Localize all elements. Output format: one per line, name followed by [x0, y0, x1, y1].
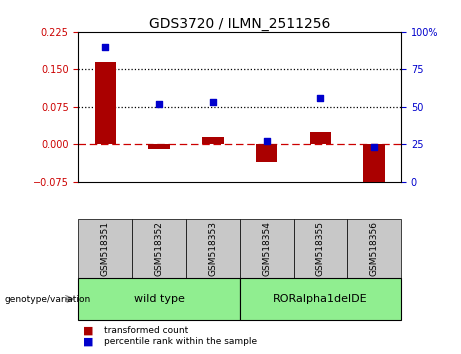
- Bar: [78, 278, 240, 320]
- Bar: [186, 219, 240, 278]
- Bar: [240, 278, 401, 320]
- Text: GSM518354: GSM518354: [262, 221, 271, 276]
- Text: GSM518353: GSM518353: [208, 221, 217, 276]
- Title: GDS3720 / ILMN_2511256: GDS3720 / ILMN_2511256: [149, 17, 331, 31]
- Point: [263, 139, 270, 144]
- Text: GSM518351: GSM518351: [101, 221, 110, 276]
- Text: GSM518352: GSM518352: [154, 221, 164, 276]
- Text: GSM518355: GSM518355: [316, 221, 325, 276]
- Text: ■: ■: [83, 326, 94, 336]
- Point: [371, 144, 378, 150]
- Bar: [240, 219, 294, 278]
- Point: [155, 101, 163, 107]
- Point: [317, 95, 324, 101]
- Bar: [78, 219, 132, 278]
- Text: transformed count: transformed count: [104, 326, 188, 336]
- Text: GSM518356: GSM518356: [370, 221, 378, 276]
- Bar: [148, 144, 170, 149]
- Text: wild type: wild type: [134, 294, 184, 304]
- Bar: [363, 144, 385, 187]
- Point: [209, 99, 217, 105]
- Bar: [294, 219, 347, 278]
- Bar: [132, 219, 186, 278]
- Bar: [310, 132, 331, 144]
- Bar: [347, 219, 401, 278]
- Text: RORalpha1delDE: RORalpha1delDE: [273, 294, 368, 304]
- Text: percentile rank within the sample: percentile rank within the sample: [104, 337, 257, 346]
- Point: [101, 44, 109, 50]
- Bar: [256, 144, 278, 162]
- Bar: [95, 62, 116, 144]
- Text: ■: ■: [83, 337, 94, 347]
- Text: genotype/variation: genotype/variation: [5, 295, 91, 304]
- Bar: [202, 137, 224, 144]
